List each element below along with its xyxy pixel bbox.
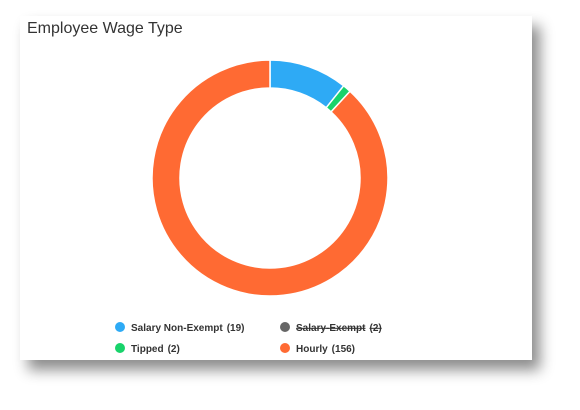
legend-label[interactable]: Hourly (156) [296, 344, 355, 355]
legend-count: (2) [369, 323, 381, 334]
legend-name: Salary Non-Exempt [131, 323, 223, 334]
legend-name: Salary-Exempt [296, 323, 366, 334]
legend-label[interactable]: Salary Non-Exempt (19) [131, 323, 245, 334]
legend-marker [115, 322, 125, 332]
legend-name: Hourly [296, 344, 328, 355]
legend-marker [280, 343, 290, 353]
legend-name: Tipped [131, 344, 164, 355]
donut-slice [151, 59, 389, 297]
legend-count: (156) [332, 344, 355, 355]
chart-title: Employee Wage Type [27, 20, 183, 37]
legend-marker [280, 322, 290, 332]
legend-marker [115, 343, 125, 353]
legend-label[interactable]: Tipped (2) [131, 344, 180, 355]
legend-count: (19) [227, 323, 245, 334]
legend-label[interactable]: Salary-Exempt (2) [296, 323, 382, 334]
legend-count: (2) [168, 344, 180, 355]
